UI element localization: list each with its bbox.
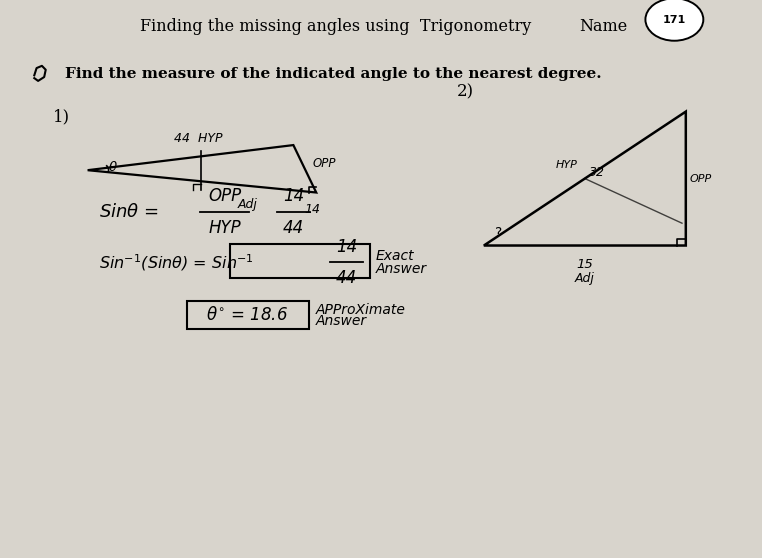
Text: OPP: OPP bbox=[208, 187, 242, 205]
Text: Adj: Adj bbox=[238, 198, 258, 211]
Text: $\theta^{\circ}$ = 18.6: $\theta^{\circ}$ = 18.6 bbox=[206, 306, 288, 324]
Text: 44  HYP: 44 HYP bbox=[174, 132, 223, 145]
Text: 32: 32 bbox=[589, 166, 604, 180]
Circle shape bbox=[645, 0, 703, 41]
Text: ?: ? bbox=[495, 226, 503, 240]
Text: Answer: Answer bbox=[316, 314, 367, 328]
Text: 44: 44 bbox=[283, 219, 304, 237]
Text: Adj: Adj bbox=[575, 272, 595, 285]
Text: 2): 2) bbox=[457, 84, 474, 100]
Text: 14: 14 bbox=[336, 238, 357, 256]
Text: 171: 171 bbox=[663, 15, 686, 25]
Text: OPP: OPP bbox=[312, 157, 336, 170]
Text: Finding the missing angles using  Trigonometry: Finding the missing angles using Trigono… bbox=[139, 18, 531, 35]
Text: APProXimate: APProXimate bbox=[316, 302, 406, 317]
Text: Find the measure of the indicated angle to the nearest degree.: Find the measure of the indicated angle … bbox=[65, 66, 601, 81]
Text: OPP: OPP bbox=[690, 174, 712, 184]
Text: Sin$\theta$ =: Sin$\theta$ = bbox=[99, 203, 158, 221]
Text: 14: 14 bbox=[283, 187, 304, 205]
Text: HYP: HYP bbox=[209, 219, 241, 237]
Text: Exact: Exact bbox=[376, 248, 415, 263]
Text: $\theta$: $\theta$ bbox=[108, 160, 117, 174]
Text: 15: 15 bbox=[577, 258, 593, 271]
Text: Answer: Answer bbox=[376, 262, 427, 276]
Text: 44: 44 bbox=[336, 269, 357, 287]
Text: Name: Name bbox=[579, 18, 627, 35]
Text: Sin$^{-1}$(Sin$\theta$) = Sin$^{-1}$: Sin$^{-1}$(Sin$\theta$) = Sin$^{-1}$ bbox=[99, 252, 254, 273]
Text: HYP: HYP bbox=[555, 160, 578, 170]
Text: 14: 14 bbox=[305, 203, 320, 215]
Text: 1): 1) bbox=[53, 109, 70, 126]
